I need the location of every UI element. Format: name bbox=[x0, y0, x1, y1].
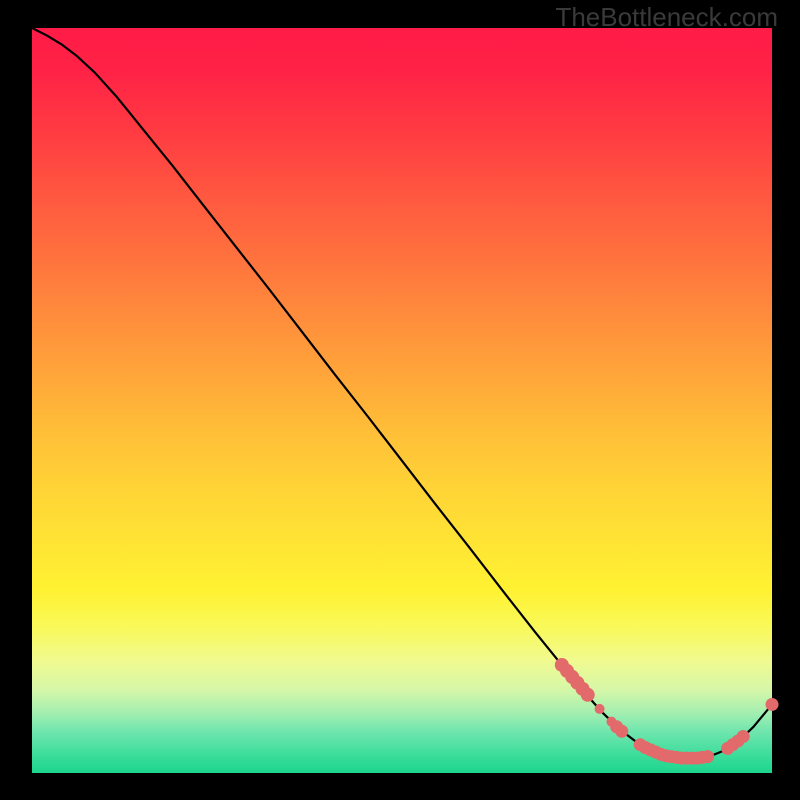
chart-svg bbox=[32, 28, 772, 773]
data-marker bbox=[737, 730, 750, 743]
data-marker bbox=[581, 688, 595, 702]
plot-area bbox=[32, 28, 772, 773]
data-marker bbox=[595, 704, 605, 714]
data-marker bbox=[766, 698, 779, 711]
watermark-text: TheBottleneck.com bbox=[555, 2, 778, 33]
data-marker bbox=[701, 750, 714, 763]
data-marker bbox=[615, 725, 628, 738]
marker-group bbox=[555, 658, 779, 765]
stage: TheBottleneck.com bbox=[0, 0, 800, 800]
bottleneck-curve bbox=[32, 28, 772, 759]
